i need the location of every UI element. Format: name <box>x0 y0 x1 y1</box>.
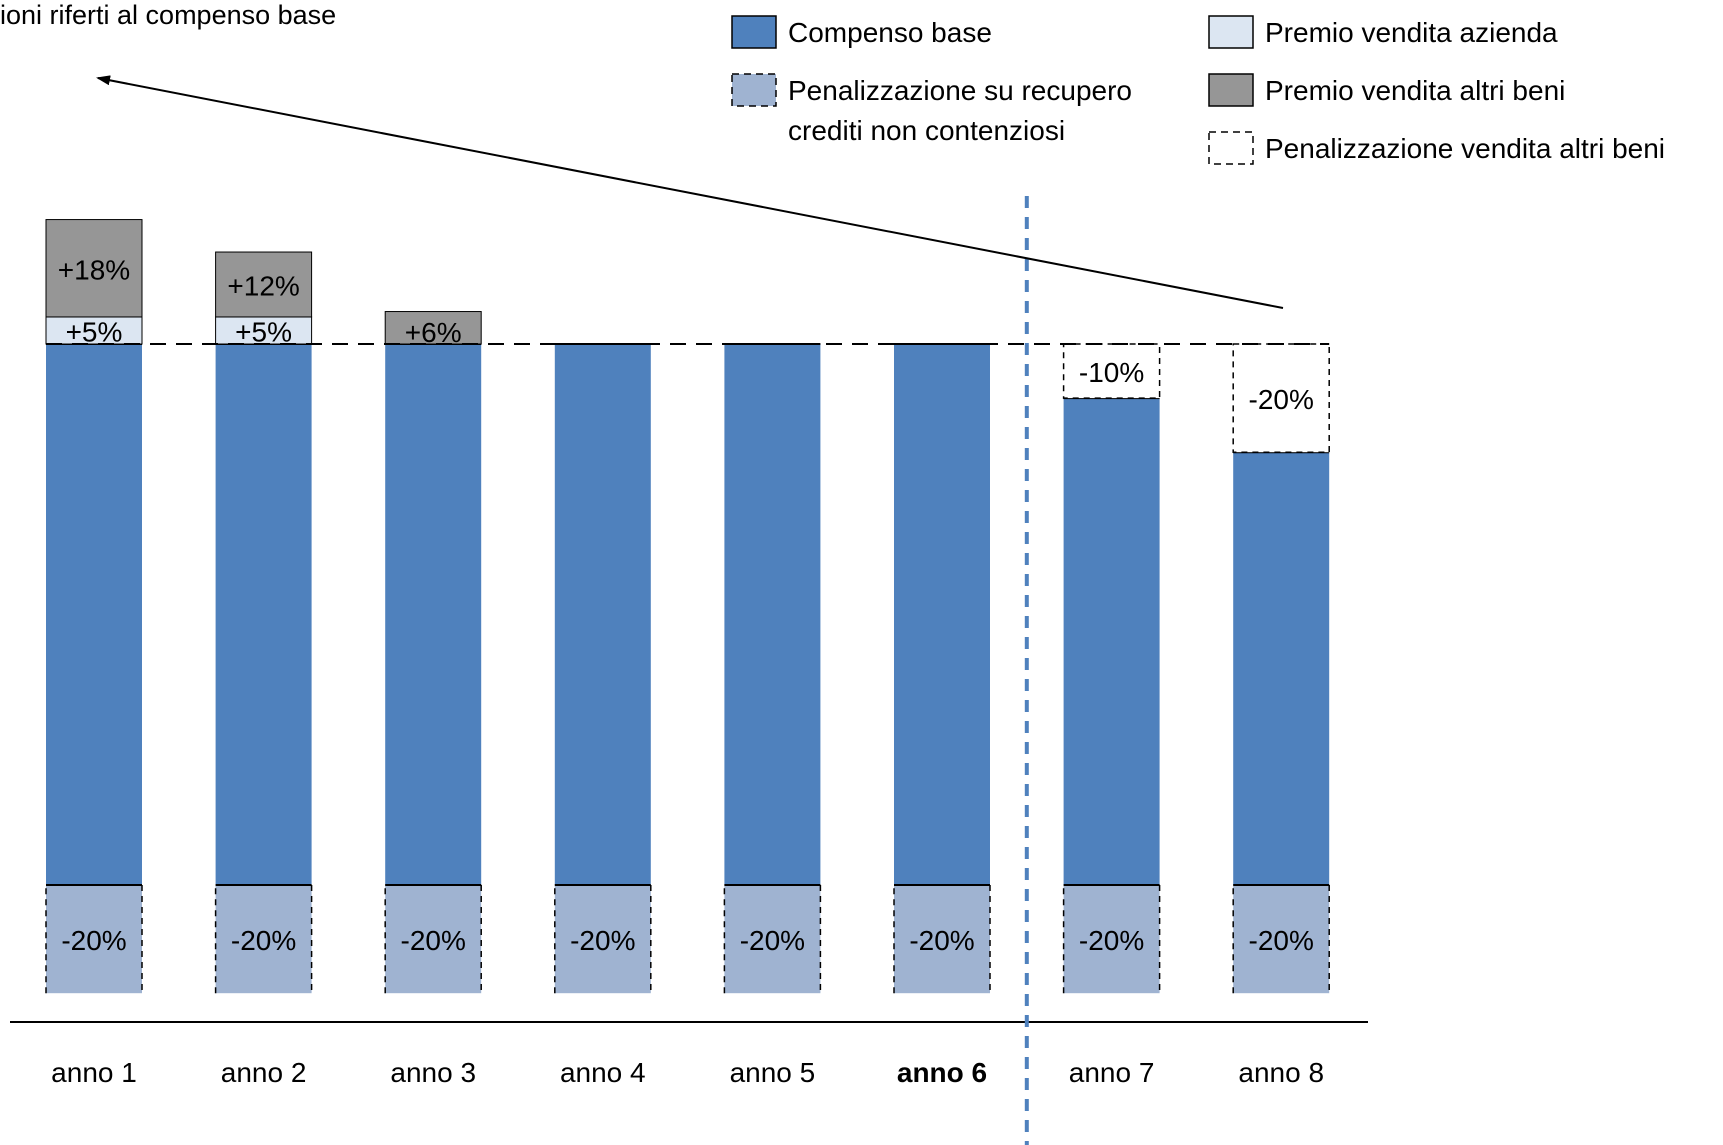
x-tick-label: anno 1 <box>51 1057 137 1088</box>
x-tick-label: anno 7 <box>1069 1057 1155 1088</box>
legend-label: Premio vendita altri beni <box>1265 75 1565 106</box>
data-label-premio-vendita-azienda: +5% <box>66 316 123 347</box>
data-label-penalizzazione-crediti: -20% <box>740 925 805 956</box>
x-tick-label: anno 6 <box>897 1057 987 1088</box>
x-tick-label: anno 4 <box>560 1057 646 1088</box>
data-label-penalizzazione-altri-beni: -20% <box>1249 384 1314 415</box>
bar-compenso-base <box>1063 398 1160 885</box>
legend-swatch <box>731 15 777 49</box>
data-label-premio-vendita-altri-beni: +18% <box>58 254 130 285</box>
data-label-penalizzazione-crediti: -20% <box>401 925 466 956</box>
bar-compenso-base <box>554 344 651 885</box>
data-label-penalizzazione-crediti: -20% <box>909 925 974 956</box>
bar-premio-vendita-azienda <box>215 316 313 345</box>
bar-penalizzazione-crediti-border <box>384 885 482 994</box>
data-label-penalizzazione-crediti: -20% <box>231 925 296 956</box>
data-label-penalizzazione-altri-beni: -10% <box>1079 357 1144 388</box>
bar-penalizzazione-crediti-border <box>723 885 822 994</box>
bar-penalizzazione-crediti <box>1063 885 1160 994</box>
x-tick-label: anno 3 <box>390 1057 476 1088</box>
bar-premio-vendita-altri-beni <box>215 251 313 318</box>
bar-penalizzazione-crediti <box>46 885 142 994</box>
bar-penalizzazione-crediti-border <box>1062 885 1161 994</box>
bar-penalizzazione-crediti <box>894 885 990 994</box>
bar-compenso-base <box>46 344 142 885</box>
data-label-premio-vendita-altri-beni: +12% <box>227 270 299 301</box>
bar-compenso-base <box>1233 452 1330 885</box>
bar-premio-vendita-altri-beni <box>45 219 143 318</box>
bar-penalizzazione-crediti-border <box>554 885 652 994</box>
bar-penalizzazione-crediti <box>385 885 482 994</box>
data-label-penalizzazione-crediti: -20% <box>1249 925 1314 956</box>
legend-label: Penalizzazione su recupero <box>788 75 1132 106</box>
legend-label: Premio vendita azienda <box>1265 17 1558 48</box>
bar-premio-vendita-altri-beni <box>384 311 482 345</box>
x-tick-label: anno 5 <box>730 1057 816 1088</box>
x-tick-label: anno 2 <box>221 1057 307 1088</box>
legend-swatch <box>1208 15 1254 49</box>
legend-label: Penalizzazione vendita altri beni <box>1265 133 1665 164</box>
legend-swatch <box>1208 73 1254 107</box>
bar-penalizzazione-crediti <box>554 885 651 994</box>
data-label-penalizzazione-crediti: -20% <box>61 925 126 956</box>
bar-penalizzazione-crediti-border <box>45 885 143 994</box>
bar-penalizzazione-crediti <box>724 885 821 994</box>
page-title: ioni riferti al compenso base <box>0 0 337 30</box>
data-label-penalizzazione-crediti: -20% <box>570 925 635 956</box>
bar-penalizzazione-altri-beni <box>1232 343 1330 453</box>
bar-compenso-base <box>385 344 482 885</box>
bar-compenso-base <box>894 344 990 885</box>
data-label-penalizzazione-crediti: -20% <box>1079 925 1144 956</box>
trend-arrow <box>96 75 1284 309</box>
legend-label: Compenso base <box>788 17 992 48</box>
data-label-premio-vendita-azienda: +5% <box>235 316 292 347</box>
x-tick-label: anno 8 <box>1238 1057 1324 1088</box>
bar-penalizzazione-altri-beni <box>1062 343 1161 399</box>
legend-swatch <box>1208 131 1254 165</box>
bar-penalizzazione-crediti-border <box>893 885 991 994</box>
data-label-premio-vendita-altri-beni: +6% <box>405 317 462 348</box>
bar-compenso-base <box>724 344 821 885</box>
bar-penalizzazione-crediti-border <box>214 885 313 994</box>
bar-penalizzazione-crediti <box>215 885 312 994</box>
legend-swatch <box>731 73 777 107</box>
legend-label: crediti non contenziosi <box>788 115 1065 146</box>
bar-compenso-base <box>215 344 312 885</box>
bar-penalizzazione-crediti <box>1233 885 1330 994</box>
bar-penalizzazione-crediti-border <box>1232 885 1330 994</box>
